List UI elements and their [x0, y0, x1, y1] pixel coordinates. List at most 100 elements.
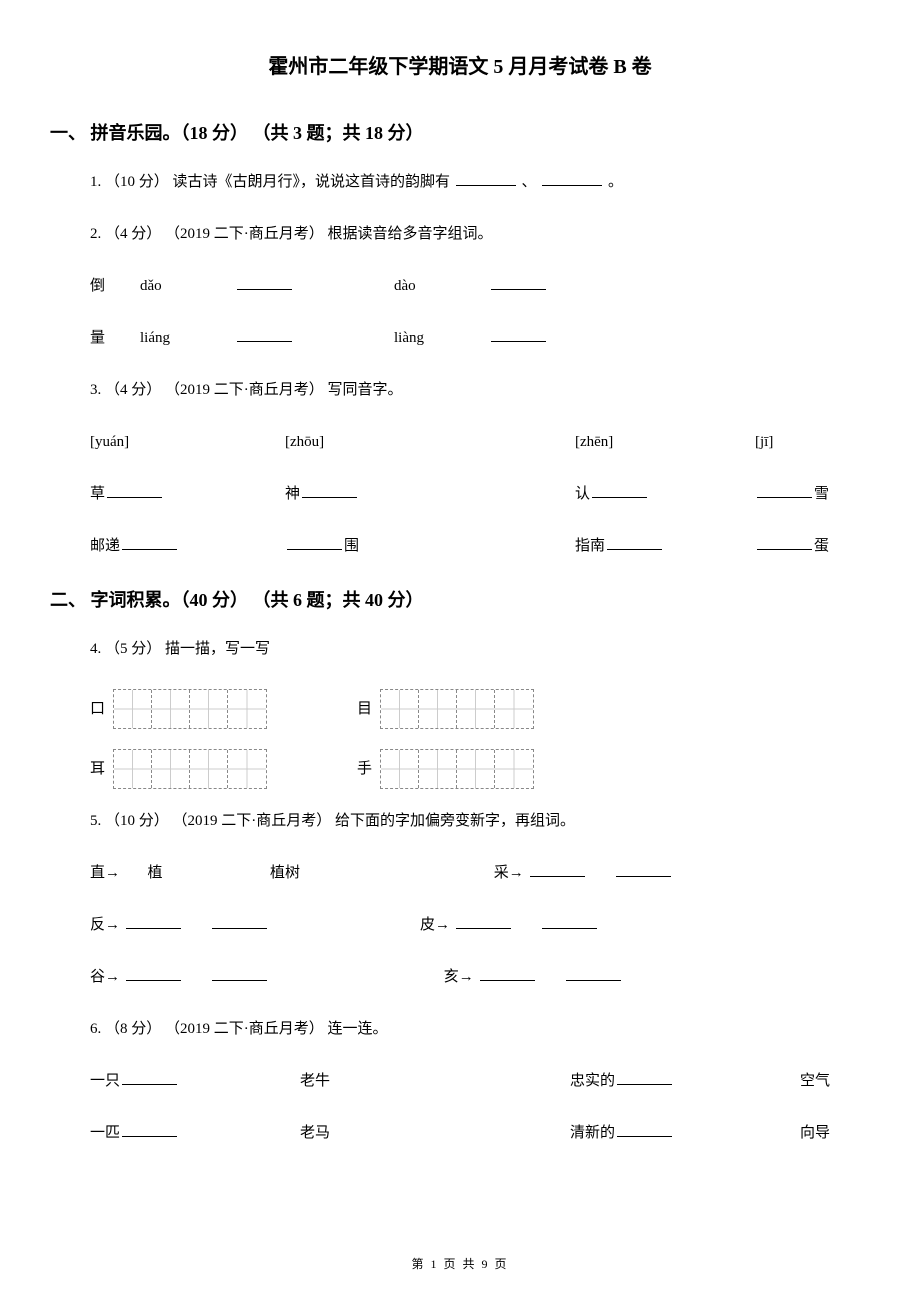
q1-after: 。: [608, 174, 623, 190]
q6-row2: 一匹 老马 清新的 向导: [90, 1121, 870, 1145]
q6-r2-c3: 清新的: [570, 1125, 615, 1141]
q4-char4: 手: [357, 757, 372, 781]
q3-r2-c1-pre: 邮递: [90, 538, 120, 554]
q3-r1-c3-blank[interactable]: [592, 482, 647, 498]
q4-line: 4. （5 分） 描一描，写一写: [90, 637, 870, 661]
q3-r1-c3: 认: [575, 482, 755, 506]
q3-r1-c2: 神: [285, 482, 575, 506]
section2-header: 二、 字词积累。（40 分） （共 6 题；共 40 分）: [50, 586, 870, 612]
q5-line: 5. （10 分） （2019 二下·商丘月考） 给下面的字加偏旁变新字，再组词…: [90, 809, 870, 833]
q3-row2: 邮递 围 指南 蛋: [90, 534, 870, 558]
q5-r2-lblank1[interactable]: [126, 913, 181, 929]
q2-r2-py1: liáng: [140, 326, 235, 350]
q5-r2-rchar: 皮→: [420, 917, 450, 933]
q2-r2-char: 量: [90, 326, 140, 350]
q2-r1-blank2[interactable]: [491, 274, 546, 290]
q3-r1-c4-blank[interactable]: [757, 482, 812, 498]
q2-text: 根据读音给多音字组词。: [328, 226, 493, 242]
q5-r3-rblank2[interactable]: [566, 965, 621, 981]
q5-r3-lblank2[interactable]: [212, 965, 267, 981]
exam-title: 霍州市二年级下学期语文 5 月月考试卷 B 卷: [50, 50, 870, 79]
q5-row1: 直→ 植 植树 采→: [90, 861, 870, 885]
q5-r1-lchar: 直→: [90, 865, 120, 881]
q3-r2-c3-blank[interactable]: [607, 534, 662, 550]
question-1: 1. （10 分） 读古诗《古朗月行》，说说这首诗的韵脚有 、 。 2. （4 …: [50, 170, 870, 558]
q4-char3: 耳: [90, 757, 105, 781]
q6-r1-c1: 一只: [90, 1073, 120, 1089]
q2-r2-blank2[interactable]: [491, 326, 546, 342]
q6-r2-blank2[interactable]: [617, 1121, 672, 1137]
q3-r2-c4-suf: 蛋: [814, 538, 829, 554]
q2-row2: 量 liáng liàng: [90, 326, 870, 350]
q2-source: （2019 二下·商丘月考）: [165, 226, 324, 242]
q5-r3-lblank1[interactable]: [126, 965, 181, 981]
q6-r1-blank1[interactable]: [122, 1069, 177, 1085]
q3-points: （4 分）: [105, 382, 161, 398]
q4-row1: 口 目: [90, 689, 870, 729]
q2-r1-py2: dào: [394, 274, 489, 298]
writing-grid[interactable]: [113, 749, 267, 789]
q1-blank1[interactable]: [456, 170, 516, 186]
q5-source: （2019 二下·商丘月考）: [173, 813, 332, 829]
q6-r2-blank1[interactable]: [122, 1121, 177, 1137]
q4-num: 4.: [90, 641, 105, 657]
q3-text: 写同音字。: [328, 382, 403, 398]
q3-r1-c2-blank[interactable]: [302, 482, 357, 498]
q5-r2-lblank2[interactable]: [212, 913, 267, 929]
q6-text: 连一连。: [328, 1021, 388, 1037]
q3-h3: [zhēn]: [575, 430, 755, 454]
q6-row1: 一只 老牛 忠实的 空气: [90, 1069, 870, 1093]
q3-r1-c3-pre: 认: [575, 486, 590, 502]
writing-grid[interactable]: [380, 749, 534, 789]
q3-headers: [yuán] [zhōu] [zhēn] [jī]: [90, 430, 870, 454]
q3-r2-c3: 指南: [575, 534, 755, 558]
q3-r2-c4-blank[interactable]: [757, 534, 812, 550]
q5-r2-rblank1[interactable]: [456, 913, 511, 929]
q1-points: （10 分）: [105, 174, 169, 190]
q6-line: 6. （8 分） （2019 二下·商丘月考） 连一连。: [90, 1017, 870, 1041]
q2-row1: 倒 dǎo dào: [90, 274, 870, 298]
q5-row2: 反→ 皮→: [90, 913, 870, 937]
q5-r1-rblank1[interactable]: [530, 861, 585, 877]
q3-r2-c3-pre: 指南: [575, 538, 605, 554]
q3-r2-c1: 邮递: [90, 534, 285, 558]
q3-line: 3. （4 分） （2019 二下·商丘月考） 写同音字。: [90, 378, 870, 402]
q3-r1-c1-blank[interactable]: [107, 482, 162, 498]
q3-r2-c4: 蛋: [755, 534, 915, 558]
q1-sep: 、: [522, 174, 537, 190]
q2-r2-blank1[interactable]: [237, 326, 292, 342]
q3-h4: [jī]: [755, 430, 915, 454]
q5-r1-rblank2[interactable]: [616, 861, 671, 877]
q6-num: 6.: [90, 1021, 105, 1037]
q5-num: 5.: [90, 813, 105, 829]
q2-r1-py1: dǎo: [140, 274, 235, 298]
q1-line: 1. （10 分） 读古诗《古朗月行》，说说这首诗的韵脚有 、 。: [90, 170, 870, 194]
q5-text: 给下面的字加偏旁变新字，再组词。: [335, 813, 575, 829]
q5-r3-rchar: 亥→: [444, 969, 474, 985]
q6-r1-c2: 老牛: [300, 1069, 570, 1093]
section1-header: 一、 拼音乐园。（18 分） （共 3 题；共 18 分）: [50, 119, 870, 145]
q3-r1-c4: 雪: [755, 482, 915, 506]
q3-r2-c2: 围: [285, 534, 575, 558]
q4-char1: 口: [90, 697, 105, 721]
q5-r3-rblank1[interactable]: [480, 965, 535, 981]
q3-h2: [zhōu]: [285, 430, 575, 454]
page-footer: 第 1 页 共 9 页: [0, 1255, 920, 1272]
q4-char2: 目: [357, 697, 372, 721]
writing-grid[interactable]: [113, 689, 267, 729]
q6-r1-blank2[interactable]: [617, 1069, 672, 1085]
q4-row2: 耳 手: [90, 749, 870, 789]
q6-r1-c4: 空气: [800, 1069, 870, 1093]
q2-r1-blank1[interactable]: [237, 274, 292, 290]
writing-grid[interactable]: [380, 689, 534, 729]
q3-source: （2019 二下·商丘月考）: [165, 382, 324, 398]
q3-r2-c1-blank[interactable]: [122, 534, 177, 550]
q3-r1-c1: 草: [90, 482, 285, 506]
q5-r2-rblank2[interactable]: [542, 913, 597, 929]
q3-r1-c2-pre: 神: [285, 486, 300, 502]
q5-points: （10 分）: [105, 813, 169, 829]
q3-r2-c2-blank[interactable]: [287, 534, 342, 550]
q1-blank2[interactable]: [542, 170, 602, 186]
q6-points: （8 分）: [105, 1021, 161, 1037]
q3-r1-c1-pre: 草: [90, 486, 105, 502]
